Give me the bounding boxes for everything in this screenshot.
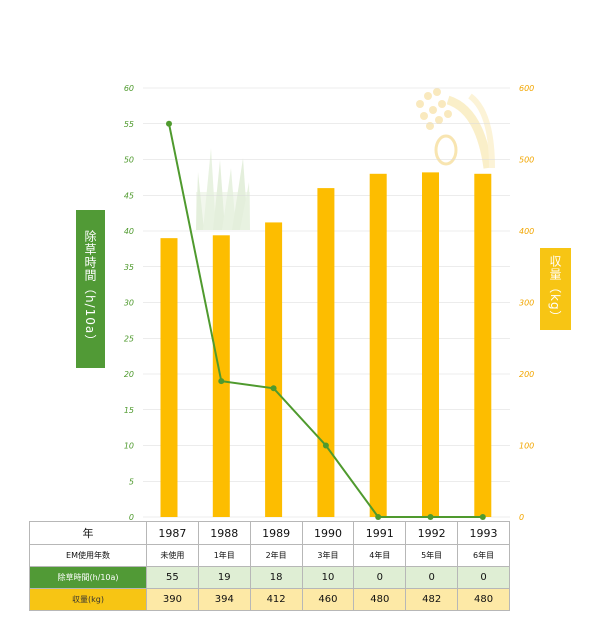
bar	[422, 172, 439, 517]
left-tick-label: 5	[129, 477, 134, 486]
weeding-cell: 10	[301, 566, 355, 589]
bar	[317, 188, 335, 517]
line-point	[218, 378, 225, 385]
line-point	[322, 442, 329, 449]
left-tick-label: 10	[124, 442, 134, 451]
left-tick-label: 50	[124, 156, 134, 165]
grass-icon	[196, 148, 250, 230]
line-point	[166, 120, 172, 127]
weeding-cell: 19	[197, 566, 251, 589]
year-cell: 1991	[353, 521, 407, 545]
left-tick-label: 30	[124, 299, 134, 308]
table-row-yield: 収量(kg) 390 394 412 460 480 482 480	[29, 588, 510, 611]
weeding-cell: 55	[146, 566, 199, 589]
right-tick-label: 100	[519, 442, 534, 451]
em-year-cell: 6年目	[457, 544, 510, 567]
left-tick-label: 55	[124, 120, 134, 129]
em-year-cell: 1年目	[197, 544, 251, 567]
data-table: 年 1987 1988 1989 1990 1991 1992 1993 EM使…	[29, 521, 510, 611]
bar	[474, 173, 492, 518]
yield-cell: 460	[301, 588, 355, 611]
em-year-cell: 5年目	[405, 544, 459, 567]
table-row-em-years: EM使用年数 未使用 1年目 2年目 3年目 4年目 5年目 6年目	[29, 544, 510, 567]
year-cell: 1993	[457, 521, 510, 545]
year-cell: 1992	[405, 521, 459, 545]
weeding-cell: 0	[353, 566, 407, 589]
left-tick-label: 35	[124, 263, 134, 272]
right-tick-label: 0	[519, 513, 524, 522]
line-point	[479, 514, 486, 520]
yield-cell: 412	[249, 588, 303, 611]
right-tick-label: 600	[519, 84, 534, 93]
year-cell: 1987	[146, 521, 199, 545]
row-label-yield: 収量(kg)	[29, 588, 147, 611]
right-tick-label: 300	[519, 299, 534, 308]
yield-cell: 482	[405, 588, 459, 611]
line-point	[270, 385, 277, 392]
row-label-em-years: EM使用年数	[29, 544, 147, 567]
em-year-cell: 未使用	[146, 544, 199, 567]
line-point	[427, 514, 434, 520]
right-axis-title: 収量（kg）	[540, 248, 571, 330]
left-tick-label: 0	[129, 513, 134, 522]
em-year-cell: 3年目	[301, 544, 355, 567]
yield-cell: 394	[197, 588, 251, 611]
year-cell: 1989	[249, 521, 303, 545]
row-label-weeding: 除草時間(h/10a)	[29, 566, 147, 589]
rice-plant-icon	[416, 88, 495, 169]
right-tick-label: 400	[519, 227, 534, 236]
em-year-cell: 2年目	[249, 544, 303, 567]
left-axis-title: 除草時間（h/10a）	[76, 210, 105, 368]
left-tick-label: 45	[124, 191, 134, 200]
line-point	[375, 514, 382, 520]
bar	[369, 173, 387, 518]
left-tick-label: 25	[124, 334, 134, 343]
weeding-cell: 0	[405, 566, 459, 589]
left-tick-label: 60	[124, 84, 134, 93]
right-tick-label: 500	[519, 156, 534, 165]
table-row-weeding: 除草時間(h/10a) 55 19 18 10 0 0 0	[29, 566, 510, 589]
yield-cell: 480	[353, 588, 407, 611]
row-label-year: 年	[29, 521, 147, 545]
left-tick-label: 40	[124, 227, 134, 236]
year-cell: 1988	[197, 521, 251, 545]
table-row-year: 年 1987 1988 1989 1990 1991 1992 1993	[29, 521, 510, 545]
yield-cell: 480	[457, 588, 510, 611]
yield-cell: 390	[146, 588, 199, 611]
year-cell: 1990	[301, 521, 355, 545]
left-tick-label: 20	[124, 370, 134, 379]
em-year-cell: 4年目	[353, 544, 407, 567]
left-tick-label: 15	[124, 406, 134, 415]
weeding-cell: 18	[249, 566, 303, 589]
bar	[160, 238, 178, 517]
weeding-cell: 0	[457, 566, 510, 589]
right-tick-label: 200	[519, 370, 534, 379]
bar	[265, 222, 283, 518]
